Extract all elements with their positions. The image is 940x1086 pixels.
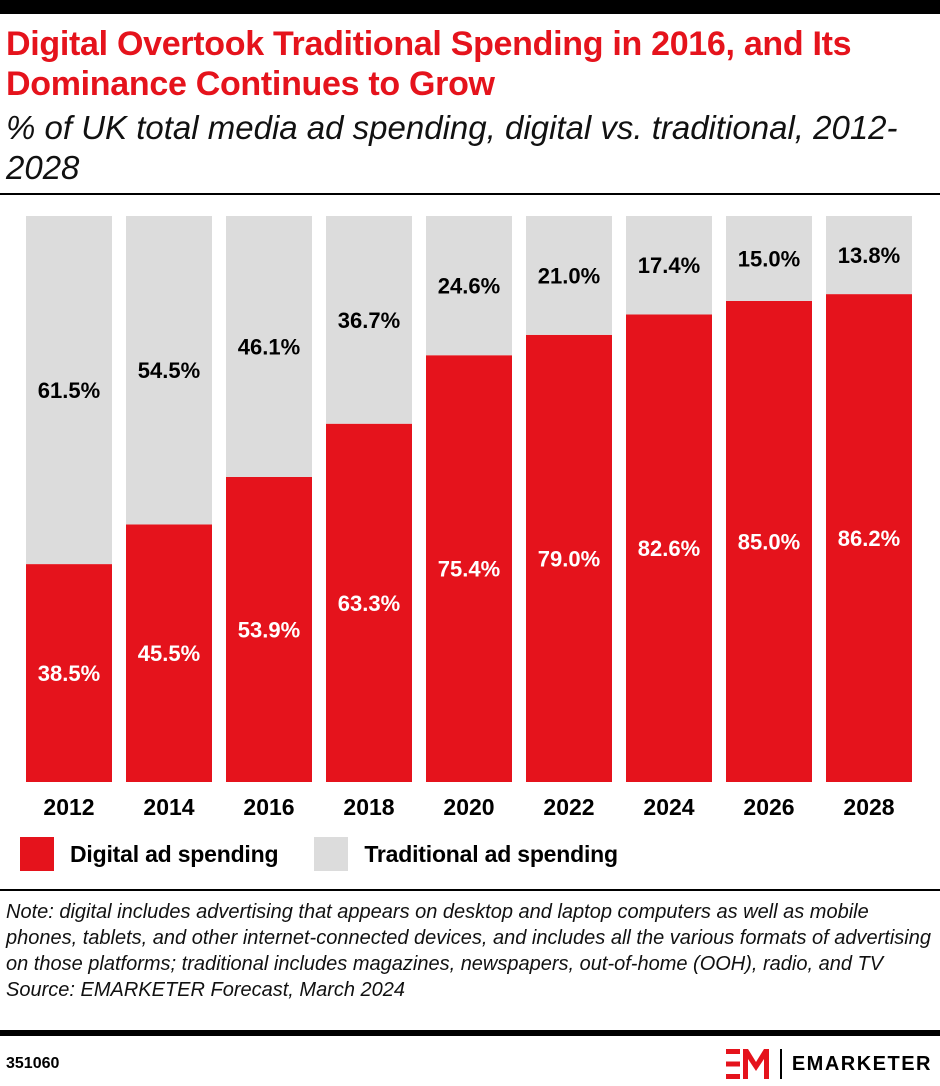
header-divider [0,193,940,195]
data-label-traditional-2024: 17.4% [638,253,700,278]
bar-digital-2014 [126,524,212,782]
footer-divider [0,889,940,891]
bar-traditional-2022 [526,216,612,335]
x-tick-label-2024: 2024 [643,794,694,820]
bar-digital-2026 [726,300,812,782]
bar-digital-2016 [226,476,312,782]
chart-subtitle: % of UK total media ad spending, digital… [6,109,898,186]
data-label-traditional-2026: 15.0% [738,246,800,271]
chart-legend: Digital ad spending Traditional ad spend… [20,836,654,872]
legend-swatch-digital [20,837,54,871]
data-label-traditional-2014: 54.5% [138,358,200,383]
data-label-digital-2028: 86.2% [838,526,900,551]
x-tick-label-2026: 2026 [743,794,794,820]
bar-traditional-2014 [126,216,212,525]
brand-block: EMARKETER [725,1046,932,1082]
bar-traditional-2026 [726,216,812,301]
data-label-traditional-2012: 61.5% [38,378,100,403]
brand-name: EMARKETER [791,1052,932,1075]
data-label-traditional-2028: 13.8% [838,243,900,268]
x-tick-label-2012: 2012 [43,794,94,820]
data-label-digital-2016: 53.9% [238,617,300,642]
data-label-traditional-2018: 36.7% [338,308,400,333]
legend-label-digital: Digital ad spending [70,840,279,867]
bar-traditional-2018 [326,216,412,424]
bar-digital-2022 [526,334,612,782]
chart-title: Digital Overtook Traditional Spending in… [6,25,852,103]
x-tick-label-2016: 2016 [243,794,294,820]
x-tick-label-2028: 2028 [843,794,894,820]
bottom-rule [0,1030,940,1036]
data-label-digital-2024: 82.6% [638,536,700,561]
data-label-traditional-2020: 24.6% [438,274,500,299]
bar-traditional-2028 [826,216,912,295]
stacked-bar-chart: 38.5% 61.5% 2012 45.5% 54.5% 2014 53.9% 46.1% 20… [26,216,912,820]
data-label-digital-2018: 63.3% [338,591,400,616]
data-label-traditional-2022: 21.0% [538,263,600,288]
bar-traditional-2016 [226,216,312,477]
source-text: Source: EMARKETER Forecast, March 2024 [6,979,406,1001]
legend-swatch-traditional [314,837,349,871]
bar-digital-2012 [26,564,112,782]
em-logo-icon [725,1049,769,1079]
note-text: Note: digital includes advertising that … [6,901,931,975]
data-label-digital-2014: 45.5% [138,641,200,666]
data-label-traditional-2016: 46.1% [238,334,300,359]
data-label-digital-2026: 85.0% [738,529,800,554]
bar-digital-2028 [826,294,912,782]
data-label-digital-2020: 75.4% [438,557,500,582]
bar-traditional-2012 [26,216,112,565]
x-tick-label-2018: 2018 [343,794,394,820]
chart-id: 351060 [6,1055,60,1072]
top-rule [0,0,940,14]
footnote: Note: digital includes advertising that … [6,899,931,1003]
brand-separator [779,1049,782,1079]
bar-digital-2024 [626,314,712,782]
x-tick-label-2020: 2020 [443,794,494,820]
x-tick-label-2022: 2022 [543,794,594,820]
bar-digital-2018 [326,423,412,782]
bar-traditional-2020 [426,216,512,356]
data-label-digital-2012: 38.5% [38,661,100,686]
x-tick-label-2014: 2014 [143,794,194,820]
bar-traditional-2024 [626,216,712,315]
legend-label-traditional: Traditional ad spending [364,840,618,867]
data-label-digital-2022: 79.0% [538,546,600,571]
bar-digital-2020 [426,355,512,782]
